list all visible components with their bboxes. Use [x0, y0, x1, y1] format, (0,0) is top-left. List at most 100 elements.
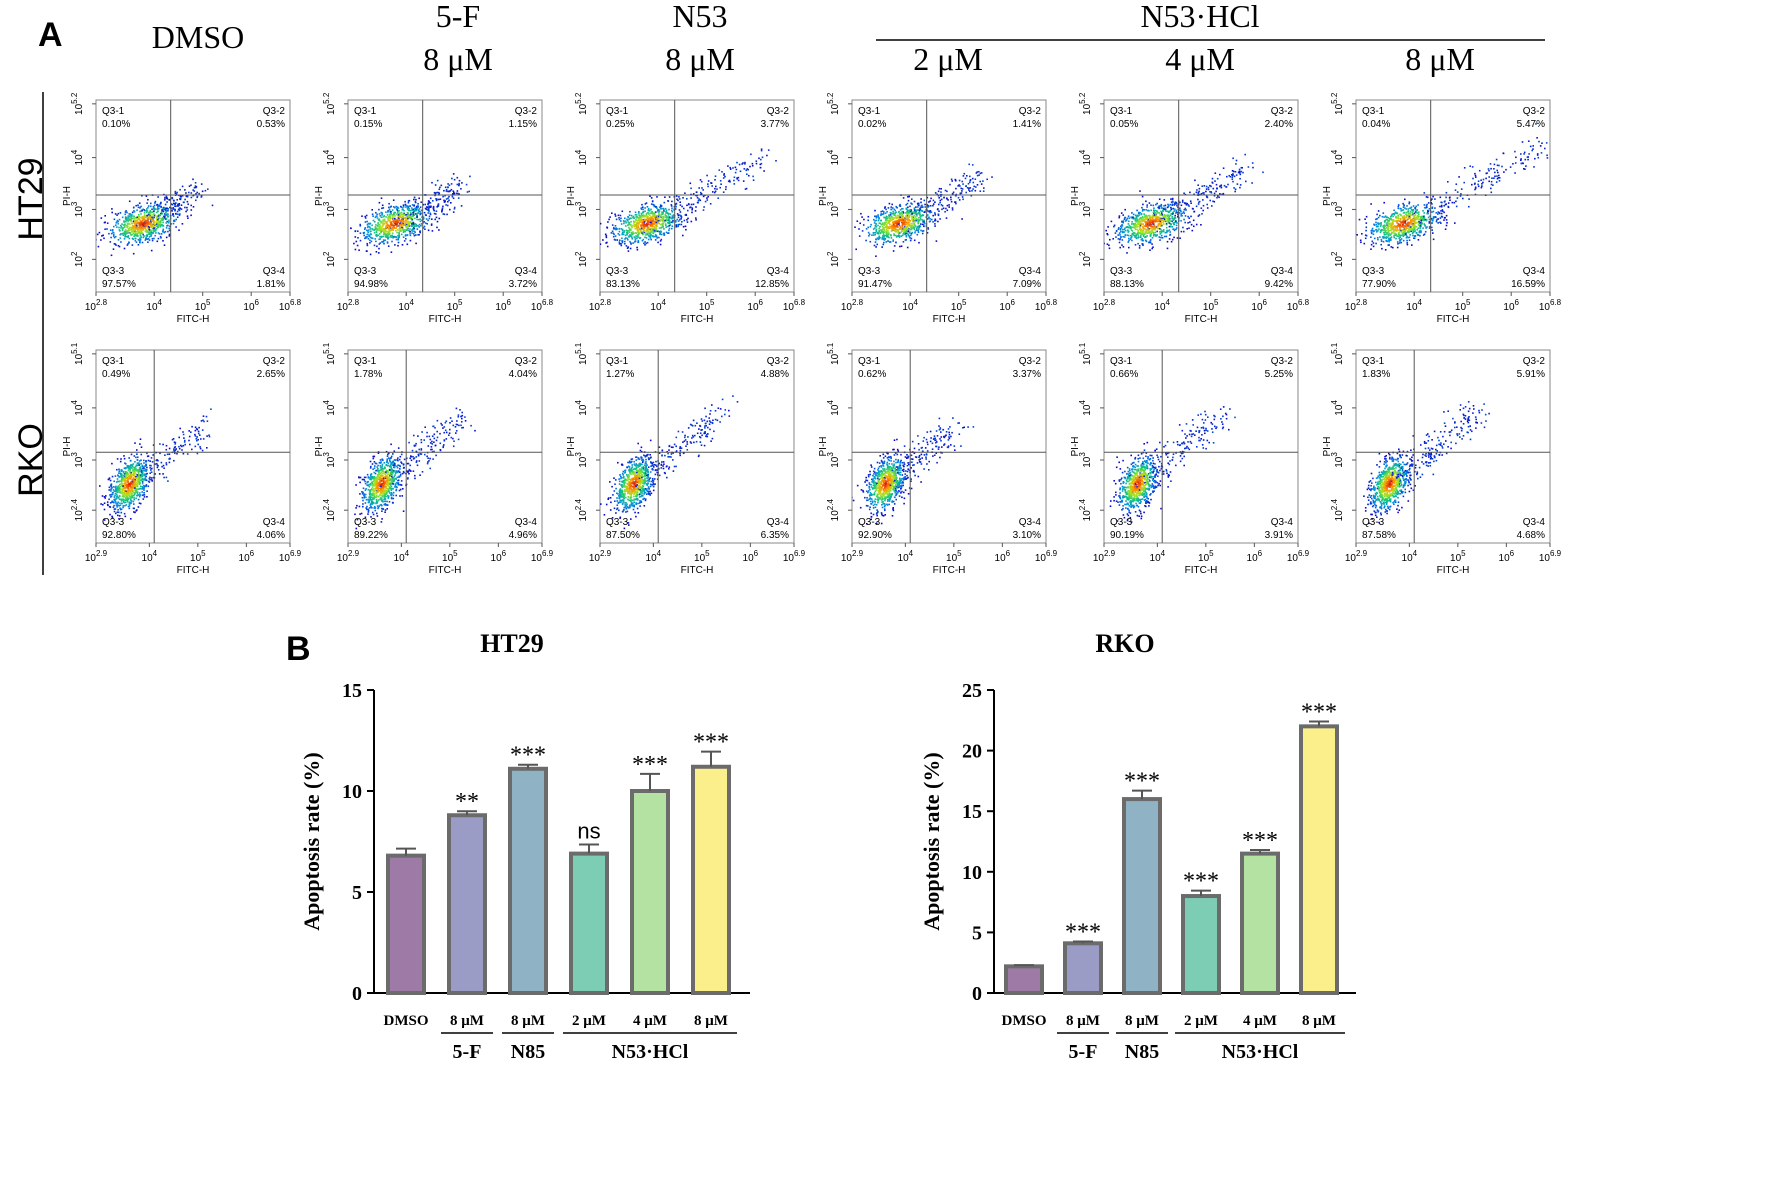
- flow-event-dot: [656, 196, 658, 198]
- flow-event-dot: [172, 207, 174, 209]
- flow-event-dot: [1159, 213, 1161, 215]
- flow-event-dot: [946, 209, 949, 212]
- flow-event-dot: [369, 239, 371, 242]
- flow-event-dot: [1193, 210, 1196, 213]
- flow-event-dot: [655, 218, 657, 221]
- flow-event-dot: [383, 232, 386, 234]
- flow-event-dot: [664, 207, 667, 210]
- flow-event-dot: [126, 219, 128, 221]
- flow-event-dot: [390, 224, 393, 227]
- flow-event-dot: [387, 245, 390, 247]
- flow-event-dot: [897, 230, 900, 233]
- flow-event-dot: [133, 216, 135, 218]
- x-tick-exponent: 4: [410, 298, 415, 307]
- flow-event-dot: [628, 231, 631, 233]
- quadrant-q3-1-value: 0.10%: [102, 119, 130, 130]
- flow-event-dot: [375, 240, 377, 243]
- flow-event-dot: [650, 221, 652, 224]
- flow-event-dot: [1166, 231, 1168, 233]
- flow-event-dot: [385, 211, 387, 213]
- flow-event-dot: [1197, 215, 1200, 217]
- quadrant-q3-2-value: 1.41%: [1013, 119, 1041, 130]
- flow-event-dot: [392, 229, 394, 231]
- flow-event-dot: [388, 215, 390, 218]
- flow-event-dot: [1164, 216, 1167, 219]
- flow-event-dot: [915, 217, 918, 220]
- flow-event-dot: [891, 203, 893, 206]
- flow-event-dot: [689, 206, 692, 208]
- flow-event-dot: [1209, 199, 1211, 202]
- flow-event-dot: [423, 225, 426, 228]
- flow-event-dot: [377, 224, 379, 226]
- flow-event-dot: [655, 216, 657, 219]
- flow-event-dot: [1150, 238, 1152, 241]
- flow-event-dot: [664, 221, 666, 223]
- flow-event-dot: [918, 228, 920, 230]
- flow-event-dot: [398, 228, 400, 230]
- flow-event-dot: [637, 225, 639, 227]
- flow-event-dot: [1432, 210, 1435, 213]
- flow-event-dot: [110, 254, 113, 257]
- flow-event-dot: [640, 215, 643, 217]
- flow-event-dot: [396, 206, 399, 208]
- flow-event-dot: [661, 220, 664, 222]
- flow-event-dot: [1407, 208, 1410, 210]
- flow-event-dot: [975, 172, 978, 174]
- flow-event-dot: [744, 161, 746, 164]
- flow-event-dot: [391, 209, 394, 211]
- flow-event-dot: [934, 225, 936, 227]
- flow-event-dot: [188, 191, 190, 194]
- flow-event-dot: [699, 199, 702, 202]
- flow-event-dot: [167, 230, 169, 233]
- flow-event-dot: [192, 194, 194, 197]
- flow-plot-ht29-5: Q3-10.05%Q3-22.40%Q3-388.13%Q3-49.42%102…: [1070, 92, 1310, 325]
- flow-event-dot: [911, 198, 913, 200]
- flow-event-dot: [908, 235, 911, 238]
- flow-event-dot: [377, 222, 379, 224]
- flow-event-dot: [888, 202, 891, 205]
- flow-event-dot: [675, 224, 678, 226]
- flow-event-dot: [1132, 232, 1134, 235]
- flow-event-dot: [96, 233, 99, 236]
- flow-event-dot: [880, 214, 882, 217]
- flow-event-dot: [1239, 186, 1241, 189]
- flow-event-dot: [389, 206, 392, 208]
- flow-event-dot: [1139, 220, 1142, 223]
- flow-event-dot: [913, 207, 916, 210]
- flow-event-dot: [910, 226, 912, 229]
- flow-event-dot: [378, 223, 381, 226]
- flow-event-dot: [1140, 228, 1143, 231]
- flow-event-dot: [918, 204, 920, 207]
- flow-event-dot: [126, 232, 129, 235]
- flow-event-dot: [1134, 218, 1137, 221]
- flow-event-dot: [668, 216, 671, 218]
- flow-event-dot: [393, 224, 395, 227]
- flow-event-dot: [923, 221, 925, 223]
- flow-event-dot: [860, 212, 862, 215]
- flow-event-dot: [1422, 210, 1424, 212]
- flow-event-dot: [908, 234, 910, 237]
- flow-event-dot: [896, 225, 898, 227]
- flow-event-dot: [1186, 228, 1188, 230]
- flow-event-dot: [960, 187, 962, 190]
- flow-event-dot: [906, 225, 909, 227]
- flow-event-dot: [626, 247, 629, 249]
- flow-event-dot: [896, 231, 899, 233]
- flow-event-dot: [104, 228, 106, 230]
- flow-event-dot: [874, 209, 876, 212]
- flow-event-dot: [1141, 226, 1144, 228]
- flow-event-dot: [1158, 221, 1161, 223]
- flow-event-dot: [643, 216, 646, 218]
- flow-event-dot: [126, 230, 129, 233]
- flow-event-dot: [1154, 209, 1157, 212]
- flow-event-dot: [710, 182, 712, 184]
- flow-event-dot: [883, 228, 885, 231]
- flow-event-dot: [411, 204, 414, 206]
- flow-event-dot: [855, 248, 857, 251]
- flow-event-dot: [435, 198, 437, 200]
- flow-event-dot: [1397, 233, 1400, 235]
- flow-event-dot: [1209, 184, 1211, 187]
- flow-event-dot: [402, 215, 404, 217]
- flow-event-dot: [158, 205, 161, 208]
- flow-event-dot: [646, 230, 648, 233]
